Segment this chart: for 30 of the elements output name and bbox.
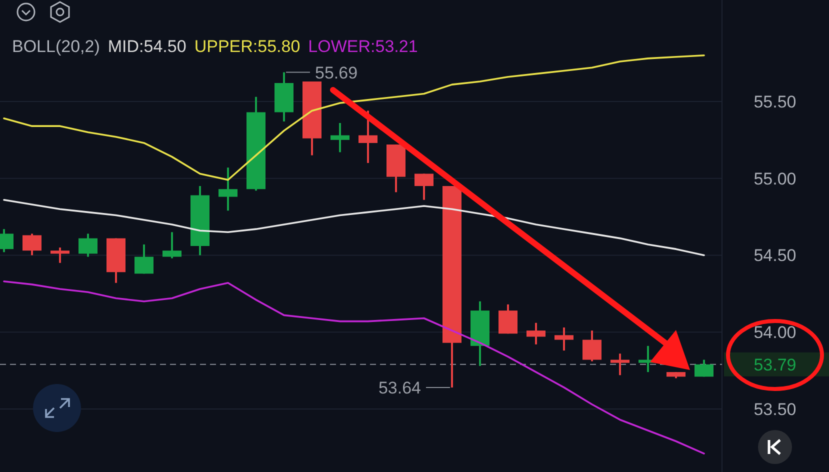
- legend-title: BOLL(20,2): [12, 37, 100, 56]
- text: MID:54.50: [108, 37, 186, 56]
- annotation: 53.64: [378, 378, 421, 398]
- candlestick: [554, 326, 574, 352]
- candlestick: [218, 166, 238, 212]
- y-tick-label: 55.00: [754, 169, 796, 188]
- annotation: 55.69: [315, 63, 358, 82]
- line-series: [3, 280, 705, 454]
- candlestick: [330, 122, 350, 154]
- candlestick: [610, 352, 630, 376]
- y-tick-label: 55.50: [754, 92, 796, 112]
- ref-line-label: 53.79: [754, 355, 796, 374]
- text: LOWER:53.21: [308, 37, 418, 56]
- line-series: [3, 198, 705, 256]
- candlestick: [78, 232, 98, 258]
- y-tick-label: 54.00: [754, 323, 796, 342]
- candlestick: [694, 358, 714, 378]
- candlestick: [526, 322, 546, 346]
- candlestick: [22, 232, 42, 256]
- y-tick-label: 53.50: [754, 400, 796, 419]
- line-series: [3, 54, 705, 181]
- candlestick: [498, 303, 518, 335]
- candlestick: [582, 330, 602, 362]
- candlestick: [50, 246, 70, 264]
- y-tick-label: 54.50: [754, 246, 796, 266]
- candlestick: [414, 172, 434, 201]
- candlestick: [134, 243, 154, 275]
- candlestick: [162, 231, 182, 260]
- text: UPPER:55.80: [194, 37, 300, 56]
- candlestick: [358, 110, 378, 164]
